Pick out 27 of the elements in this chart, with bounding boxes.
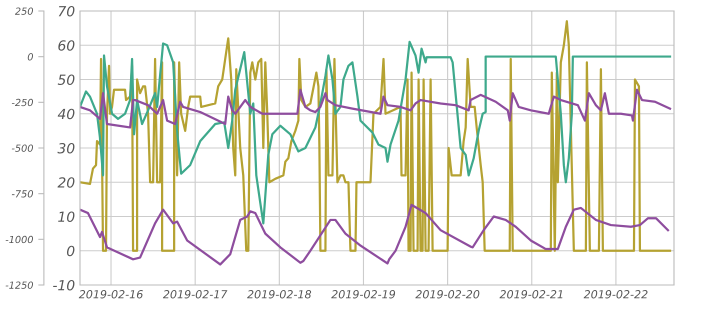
y2-tick-label: -500: [12, 144, 33, 152]
line-series: [80, 20, 672, 252]
x-tick-label: 2019-02-22: [584, 290, 648, 298]
x-tick-label: 2019-02-16: [78, 290, 143, 298]
y-tick-label: 70: [58, 6, 74, 16]
x-tick-label: 2019-02-18: [247, 290, 312, 298]
x-tick-label: 2019-02-21: [500, 290, 562, 298]
y2-tick-label: -1000: [6, 236, 33, 244]
y-tick-label: 50: [58, 74, 74, 85]
y2-tick-label: 0: [28, 53, 33, 60]
y-tick-label: 60: [58, 40, 74, 51]
line-series: [80, 204, 670, 266]
y-tick-label: 20: [58, 177, 74, 188]
y-tick-label: 30: [57, 142, 74, 154]
x-tick-label: 2019-02-17: [162, 290, 228, 298]
y-tick-label: -10: [53, 280, 74, 290]
x-tick-label: 2019-02-20: [415, 290, 480, 298]
y2-tick-label: -250: [12, 98, 33, 106]
y2-tick-label: -1250: [6, 281, 33, 289]
y2-tick-label: 250: [14, 7, 33, 15]
y-tick-label: 10: [58, 211, 74, 222]
y-tick-label: 0: [66, 246, 74, 256]
line-series: [80, 40, 672, 224]
y-tick-label: 40: [58, 108, 74, 120]
line-series: [80, 88, 672, 129]
y2-tick-label: -750: [12, 190, 33, 198]
x-tick-label: 2019-02-19: [331, 290, 396, 298]
